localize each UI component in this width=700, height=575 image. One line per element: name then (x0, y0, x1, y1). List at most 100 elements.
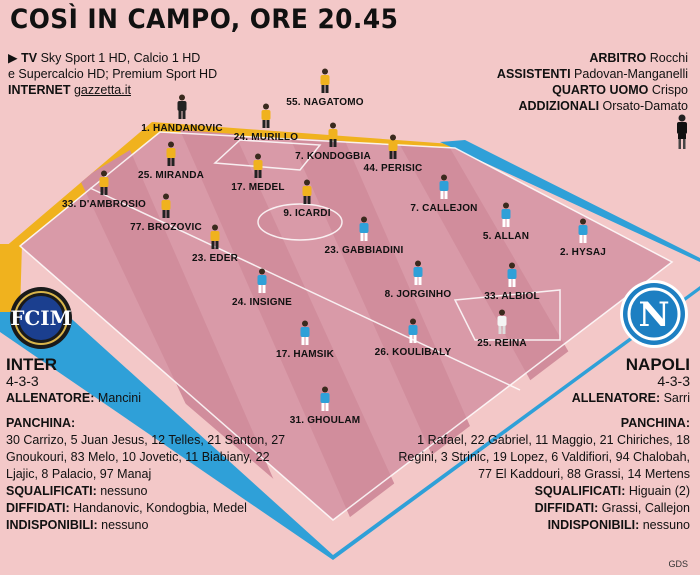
additional-officials-value: Orsato-Damato (602, 99, 688, 113)
player-label: 17. MEDEL (231, 182, 285, 193)
coach-label: ALLENATORE: (6, 391, 95, 405)
napoli-team-name: NAPOLI (625, 355, 690, 374)
referee-line: ARBITRO Rocchi (497, 50, 688, 66)
player-icon-inter (99, 170, 109, 195)
player-icon-napoli (439, 174, 449, 199)
player-icon-napoli-gk (497, 309, 507, 334)
tv-info: ▶ TV Sky Sport 1 HD, Calcio 1 HD e Super… (8, 50, 217, 98)
player-icon-inter (161, 193, 171, 218)
player-icon-inter (261, 103, 271, 128)
napoli-coach-line: ALLENATORE: Sarri (390, 390, 690, 407)
internet-line: INTERNET gazzetta.it (8, 82, 217, 98)
napoli-bench-label: PANCHINA: (620, 416, 690, 430)
referee-icon (677, 114, 687, 149)
player-icon-napoli (359, 216, 369, 241)
player-icon-napoli (300, 320, 310, 345)
tv-line-1: ▶ TV Sky Sport 1 HD, Calcio 1 HD (8, 51, 201, 65)
tv-label: TV (21, 51, 38, 65)
napoli-warned-line: DIFFIDATI: Grassi, Callejon (390, 500, 690, 517)
player-label: 8. JORGINHO (384, 289, 452, 300)
player-icon-napoli (413, 260, 423, 285)
napoli-logo-icon: N (620, 280, 688, 348)
player-label: 24. INSIGNE (232, 297, 292, 308)
field-lines (18, 131, 674, 521)
warned-label: DIFFIDATI: (534, 501, 599, 515)
player-icon-inter (388, 134, 398, 159)
officials-info: ARBITRO Rocchi ASSISTENTI Padovan-Mangan… (497, 50, 688, 114)
player-label: 23. EDER (191, 253, 239, 264)
inter-coach-line: ALLENATORE: Mancini (6, 390, 296, 407)
assistants-value: Padovan-Manganelli (574, 67, 688, 81)
napoli-suspended: Higuain (2) (628, 484, 690, 498)
player-label: 7. KONDOGBIA (295, 151, 371, 162)
inter-coach: Mancini (97, 391, 141, 405)
inter-bench-label: PANCHINA: (6, 416, 76, 430)
tv-channels-2: e Supercalcio HD; Premium Sport HD (8, 67, 218, 81)
assistants-line: ASSISTENTI Padovan-Manganelli (497, 66, 688, 82)
inter-half-border (4, 122, 465, 248)
player-label: 25. REINA (477, 338, 527, 349)
napoli-warned: Grassi, Callejon (601, 501, 690, 515)
inter-team-name: INTER (6, 355, 57, 374)
player-icon-napoli (320, 386, 330, 411)
player-icon-inter (302, 179, 312, 204)
assistants-label: ASSISTENTI (496, 67, 571, 81)
player-icon-napoli (501, 202, 511, 227)
svg-text:N: N (638, 295, 669, 335)
internet-label: INTERNET (8, 83, 71, 97)
player-icon-inter (166, 141, 176, 166)
player-icon-inter (253, 153, 263, 178)
fourth-official-value: Crispo (651, 83, 688, 97)
napoli-bench: 1 Rafael, 22 Gabriel, 11 Maggio, 21 Chir… (398, 433, 690, 481)
player-label: 17. HAMSIK (275, 349, 335, 360)
inter-formation: 4-3-3 (6, 373, 39, 389)
inter-suspended-line: SQUALIFICATI: nessuno (6, 483, 296, 500)
player-label: 9. ICARDI (283, 208, 331, 219)
inter-unavailable: nessuno (101, 518, 149, 532)
player-label: 77. BROZOVIC (130, 222, 202, 233)
credit: GDS (668, 559, 688, 569)
player-label: 44. PERISIC (363, 163, 423, 174)
napoli-unavailable-line: INDISPONIBILI: nessuno (390, 517, 690, 534)
player-icon-napoli (408, 318, 418, 343)
field-surface (20, 132, 672, 520)
player-label: 2. HYSAJ (559, 247, 607, 258)
player-icon-inter (210, 224, 220, 249)
unavailable-label: INDISPONIBILI: (547, 518, 640, 532)
coach-label: ALLENATORE: (571, 391, 661, 405)
referee-value: Rocchi (649, 51, 688, 65)
player-label: 33. D'AMBROSIO (61, 199, 147, 210)
player-icon-inter (320, 68, 330, 93)
player-icon-napoli (257, 268, 267, 293)
player-label: 24. MURILLO (233, 132, 299, 143)
inter-warned: Handanovic, Kondogbia, Medel (73, 501, 247, 515)
napoli-suspended-line: SQUALIFICATI: Higuain (2) (390, 483, 690, 500)
internet-link[interactable]: gazzetta.it (73, 83, 131, 97)
page-title: COSÌ IN CAMPO, ORE 20.45 (10, 4, 399, 35)
player-label: 7. CALLEJON (410, 203, 478, 214)
napoli-formation: 4-3-3 (657, 373, 690, 389)
tv-channels-1: Sky Sport 1 HD, Calcio 1 HD (40, 51, 201, 65)
unavailable-label: INDISPONIBILI: (6, 518, 98, 532)
player-label: 31. GHOULAM (289, 415, 361, 426)
additional-officials-label: ADDIZIONALI (518, 99, 600, 113)
player-icon-inter (328, 122, 338, 147)
player-label: 55. NAGATOMO (286, 97, 364, 108)
player-label: 26. KOULIBALY (374, 347, 452, 358)
napoli-unavailable: nessuno (642, 518, 690, 532)
suspended-label: SQUALIFICATI: (534, 484, 626, 498)
napoli-coach: Sarri (663, 391, 690, 405)
player-label: 33. ALBIOL (484, 291, 540, 302)
inter-info: INTER 4-3-3 ALLENATORE: Mancini PANCHINA… (6, 356, 296, 534)
player-label: 25. MIRANDA (137, 170, 205, 181)
player-icon-napoli (578, 218, 588, 243)
inter-bench: 30 Carrizo, 5 Juan Jesus, 12 Telles, 21 … (6, 433, 286, 481)
fourth-official-label: QUARTO UOMO (552, 83, 649, 97)
inter-logo-icon: FCIM (10, 287, 72, 349)
napoli-info: NAPOLI 4-3-3 ALLENATORE: Sarri PANCHINA:… (390, 356, 690, 534)
inter-suspended: nessuno (100, 484, 148, 498)
player-label: 5. ALLAN (482, 231, 530, 242)
player-label: 23. GABBIADINI (324, 245, 404, 256)
inter-warned-line: DIFFIDATI: Handanovic, Kondogbia, Medel (6, 500, 296, 517)
